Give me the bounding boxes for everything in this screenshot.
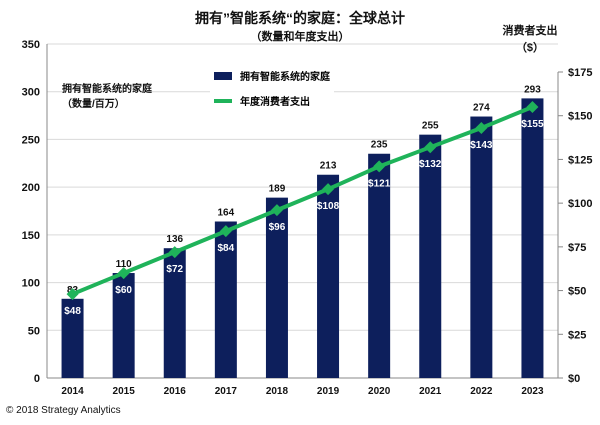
right-tick-label: $50 — [568, 286, 586, 298]
left-tick-label: 50 — [28, 325, 40, 337]
left-axis-label: 拥有智能系统的家庭 — [62, 80, 152, 95]
line-data-label: $108 — [317, 201, 340, 212]
bar-data-label: 235 — [371, 140, 388, 151]
left-tick-label: 300 — [22, 87, 40, 99]
line-marker — [270, 204, 283, 217]
left-tick-label: 250 — [22, 134, 40, 146]
line-data-label: $143 — [470, 140, 493, 151]
right-tick-label: $125 — [568, 154, 592, 166]
line-marker — [322, 183, 335, 196]
bar-data-label: 110 — [116, 259, 133, 270]
left-tick-label: 150 — [22, 230, 40, 242]
line-data-label: $121 — [368, 178, 391, 189]
line-marker — [526, 100, 539, 113]
bar — [163, 248, 186, 378]
chart-title: 拥有”智能系统“的家庭：全球总计 — [195, 10, 405, 26]
right-tick-label: $25 — [568, 329, 586, 341]
bar-data-label: 189 — [269, 184, 286, 195]
left-tick-label: 200 — [22, 182, 40, 194]
line-marker — [475, 121, 488, 134]
right-tick-label: $100 — [568, 198, 592, 210]
right-tick-label: $150 — [568, 111, 592, 123]
line-marker — [66, 288, 79, 301]
x-tick-label: 2014 — [61, 386, 84, 397]
legend-label-line: 年度消费者支出 — [240, 97, 310, 108]
x-tick-label: 2017 — [215, 386, 238, 397]
x-tick-label: 2023 — [521, 386, 544, 397]
bar-data-label: 255 — [422, 121, 439, 132]
left-axis-unit: （数量/百万） — [62, 95, 125, 110]
line-marker — [373, 160, 386, 173]
bar-data-label: 274 — [473, 103, 490, 114]
right-tick-label: $175 — [568, 67, 592, 79]
bar — [419, 134, 442, 378]
line-marker — [424, 141, 437, 154]
line-data-label: $155 — [521, 119, 544, 130]
line-series — [71, 105, 534, 296]
x-tick-label: 2022 — [470, 386, 493, 397]
x-tick-label: 2018 — [266, 386, 289, 397]
right-axis-unit: （$） — [515, 42, 545, 54]
line-data-label: $72 — [166, 264, 183, 275]
bar — [61, 298, 84, 378]
line-data-label: $60 — [115, 285, 132, 296]
bar-data-label: 136 — [166, 234, 183, 245]
line-data-label: $84 — [218, 243, 235, 254]
legend-swatch-line — [214, 98, 232, 103]
bar-data-label: 164 — [218, 207, 235, 218]
legend-item-line: 年度消费者支出 — [214, 93, 330, 108]
legend-label-bar: 拥有智能系统的家庭 — [240, 72, 330, 83]
legend-swatch-bar — [214, 71, 232, 80]
bar — [317, 174, 340, 378]
x-tick-label: 2021 — [419, 386, 442, 397]
bar — [265, 197, 288, 378]
line-marker — [219, 225, 232, 238]
x-tick-label: 2020 — [368, 386, 391, 397]
right-tick-label: $0 — [568, 373, 580, 385]
line-marker — [168, 246, 181, 259]
line-data-label: $48 — [64, 306, 81, 317]
bar — [368, 153, 391, 378]
left-tick-label: 350 — [22, 39, 40, 51]
bar — [214, 221, 237, 378]
bar-data-label: 293 — [524, 84, 541, 95]
line-data-label: $96 — [269, 222, 286, 233]
footer-copyright: © 2018 Strategy Analytics — [6, 405, 121, 416]
chart-subtitle: （数量和年度支出） — [250, 31, 350, 43]
legend: 拥有智能系统的家庭 年度消费者支出 — [210, 66, 334, 110]
bar — [521, 98, 544, 378]
legend-item-bar: 拥有智能系统的家庭 — [214, 68, 330, 83]
x-tick-label: 2015 — [113, 386, 136, 397]
line-data-label: $132 — [419, 159, 442, 170]
bar — [112, 273, 135, 378]
x-tick-label: 2019 — [317, 386, 340, 397]
line-marker — [117, 267, 130, 280]
left-tick-label: 100 — [22, 278, 40, 290]
right-tick-label: $75 — [568, 242, 586, 254]
left-tick-label: 0 — [34, 373, 40, 385]
bar — [470, 116, 493, 379]
bar-data-label: 213 — [320, 161, 337, 172]
x-tick-label: 2016 — [164, 386, 187, 397]
right-axis-label: 消费者支出 — [502, 25, 558, 37]
